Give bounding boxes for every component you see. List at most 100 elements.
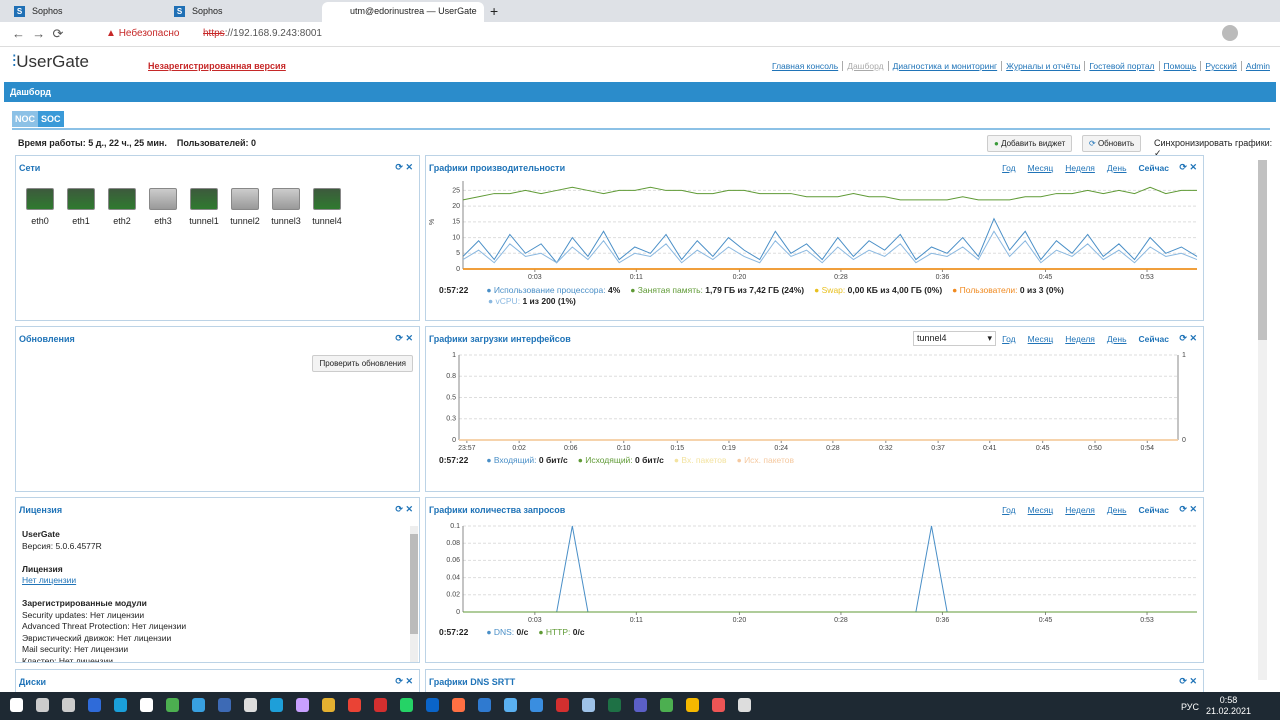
legend-item[interactable]: ● Входящий: 0 бит/с bbox=[486, 455, 567, 465]
nav-link[interactable]: Диагностика и мониторинг bbox=[889, 61, 1003, 71]
interface[interactable]: tunnel4 bbox=[311, 188, 343, 226]
nav-link[interactable]: Admin bbox=[1245, 61, 1270, 71]
taskbar-icon[interactable] bbox=[348, 698, 361, 712]
taskbar-icon[interactable] bbox=[660, 698, 673, 712]
taskbar-icon[interactable] bbox=[426, 698, 439, 712]
range[interactable]: Сейчас bbox=[1138, 334, 1169, 344]
legend-item[interactable]: ● Занятая память: 1,79 ГБ из 7,42 ГБ (24… bbox=[630, 285, 804, 295]
nav-link[interactable]: Журналы и отчёты bbox=[1002, 61, 1086, 71]
taskbar-icon[interactable] bbox=[452, 698, 465, 712]
widget-tools[interactable]: ⟳ ✕ bbox=[395, 162, 413, 172]
add-widget[interactable]: ● Добавить виджет bbox=[987, 135, 1073, 152]
taskbar-icon[interactable] bbox=[608, 698, 621, 712]
legend-item[interactable]: ● vCPU: 1 из 200 (1%) bbox=[488, 296, 576, 307]
tab[interactable]: S Sophos bbox=[164, 2, 314, 22]
legend-item[interactable]: ● Вх. пакетов bbox=[674, 455, 727, 465]
refresh[interactable]: ⟳ Обновить bbox=[1082, 135, 1142, 152]
taskbar-icon[interactable] bbox=[36, 698, 49, 712]
taskbar-icon[interactable] bbox=[140, 698, 153, 712]
taskbar-icon[interactable] bbox=[270, 698, 283, 712]
nav-link[interactable]: Русский bbox=[1201, 61, 1242, 71]
range[interactable]: День bbox=[1106, 505, 1127, 515]
widget-tools[interactable]: ⟳ ✕ bbox=[395, 333, 413, 343]
range[interactable]: Сейчас bbox=[1138, 163, 1169, 173]
legend-item[interactable]: ● Swap: 0,00 КБ из 4,00 ГБ (0%) bbox=[814, 285, 942, 295]
taskbar-icon[interactable] bbox=[686, 698, 699, 712]
nav-buttons[interactable]: ← → ⟳ bbox=[12, 26, 64, 41]
taskbar-icon[interactable] bbox=[114, 698, 127, 712]
language[interactable]: РУС bbox=[1181, 702, 1200, 712]
range[interactable]: Год bbox=[1002, 334, 1016, 344]
taskbar-icon[interactable] bbox=[88, 698, 101, 712]
interface[interactable]: eth1 bbox=[65, 188, 97, 226]
range[interactable]: Месяц bbox=[1027, 505, 1054, 515]
range[interactable]: Год bbox=[1002, 505, 1016, 515]
clock[interactable]: 0:58 21.02.2021 bbox=[1206, 695, 1251, 717]
taskbar-icon[interactable] bbox=[192, 698, 205, 712]
widget-tools[interactable]: ⟳ ✕ bbox=[395, 676, 413, 686]
nav-link[interactable]: Дашборд bbox=[843, 61, 889, 71]
nav-link[interactable]: Главная консоль bbox=[768, 61, 844, 71]
interface[interactable]: eth3 bbox=[147, 188, 179, 226]
scroll-thumb[interactable] bbox=[410, 534, 418, 634]
taskbar-icon[interactable] bbox=[712, 698, 725, 712]
range[interactable]: Неделя bbox=[1065, 163, 1095, 173]
interface[interactable]: eth2 bbox=[106, 188, 138, 226]
interface[interactable]: tunnel3 bbox=[270, 188, 302, 226]
scroll-thumb[interactable] bbox=[1258, 160, 1267, 340]
nav-link[interactable]: Помощь bbox=[1160, 61, 1202, 71]
legend-item[interactable]: ● Пользователи: 0 из 3 (0%) bbox=[952, 285, 1064, 295]
taskbar-icon[interactable] bbox=[582, 698, 595, 712]
legend-item[interactable]: ● Исходящий: 0 бит/с bbox=[578, 455, 664, 465]
taskbar-icon[interactable] bbox=[322, 698, 335, 712]
range[interactable]: День bbox=[1106, 334, 1127, 344]
view-tab[interactable]: SOC bbox=[38, 111, 64, 127]
taskbar-icon[interactable] bbox=[504, 698, 517, 712]
taskbar-icon[interactable] bbox=[530, 698, 543, 712]
check-updates[interactable]: Проверить обновления bbox=[312, 355, 413, 372]
scrollbar[interactable] bbox=[410, 526, 418, 662]
taskbar-icon[interactable] bbox=[218, 698, 231, 712]
widget-tools[interactable]: ⟳ ✕ bbox=[1179, 504, 1197, 514]
taskbar-icon[interactable] bbox=[478, 698, 491, 712]
taskbar-icon[interactable] bbox=[296, 698, 309, 712]
security-warning[interactable]: ▲ Небезопасно bbox=[106, 28, 180, 39]
range[interactable]: Сейчас bbox=[1138, 505, 1169, 515]
interface[interactable]: tunnel2 bbox=[229, 188, 261, 226]
range[interactable]: Неделя bbox=[1065, 334, 1095, 344]
taskbar-icon[interactable] bbox=[400, 698, 413, 712]
taskbar-icon[interactable] bbox=[166, 698, 179, 712]
range[interactable]: Год bbox=[1002, 163, 1016, 173]
range[interactable]: Неделя bbox=[1065, 505, 1095, 515]
widget-tools[interactable]: ⟳ ✕ bbox=[1179, 162, 1197, 172]
taskbar-icon[interactable] bbox=[10, 698, 23, 712]
taskbar-icon[interactable] bbox=[244, 698, 257, 712]
url[interactable]: https://192.168.9.243:8001 bbox=[203, 28, 322, 39]
legend-item[interactable]: ● Исх. пакетов bbox=[737, 455, 794, 465]
taskbar-icon[interactable] bbox=[374, 698, 387, 712]
taskbar-icon[interactable] bbox=[738, 698, 751, 712]
page-scrollbar[interactable] bbox=[1258, 160, 1267, 680]
unregistered-link[interactable]: Незарегистрированная версия bbox=[148, 61, 286, 71]
legend-item[interactable]: ● DNS: 0/с bbox=[486, 627, 528, 637]
new-tab[interactable]: + bbox=[490, 3, 499, 19]
tab[interactable]: S Sophos bbox=[4, 2, 154, 22]
range[interactable]: Месяц bbox=[1027, 163, 1054, 173]
view-tab[interactable]: NOC bbox=[12, 111, 38, 127]
profile[interactable] bbox=[1222, 25, 1238, 41]
taskbar-icon[interactable] bbox=[556, 698, 569, 712]
nav-link[interactable]: Гостевой портал bbox=[1085, 61, 1160, 71]
taskbar-icon[interactable] bbox=[62, 698, 75, 712]
range[interactable]: Месяц bbox=[1027, 334, 1054, 344]
interface-select[interactable]: tunnel4 ▾ bbox=[913, 331, 996, 346]
legend-item[interactable]: ● Использование процессора: 4% bbox=[486, 285, 620, 295]
sync[interactable]: Синхронизировать графики: ✓ bbox=[1154, 138, 1273, 158]
widget-tools[interactable]: ⟳ ✕ bbox=[1179, 676, 1197, 686]
widget-tools[interactable]: ⟳ ✕ bbox=[395, 504, 413, 514]
widget-tools[interactable]: ⟳ ✕ bbox=[1179, 333, 1197, 343]
taskbar-icon[interactable] bbox=[634, 698, 647, 712]
range[interactable]: День bbox=[1106, 163, 1127, 173]
legend-item[interactable]: ● HTTP: 0/с bbox=[538, 627, 584, 637]
license-link[interactable]: Нет лицензии bbox=[22, 575, 77, 585]
tab[interactable]: utm@edorinustrea — UserGate bbox=[322, 2, 484, 22]
